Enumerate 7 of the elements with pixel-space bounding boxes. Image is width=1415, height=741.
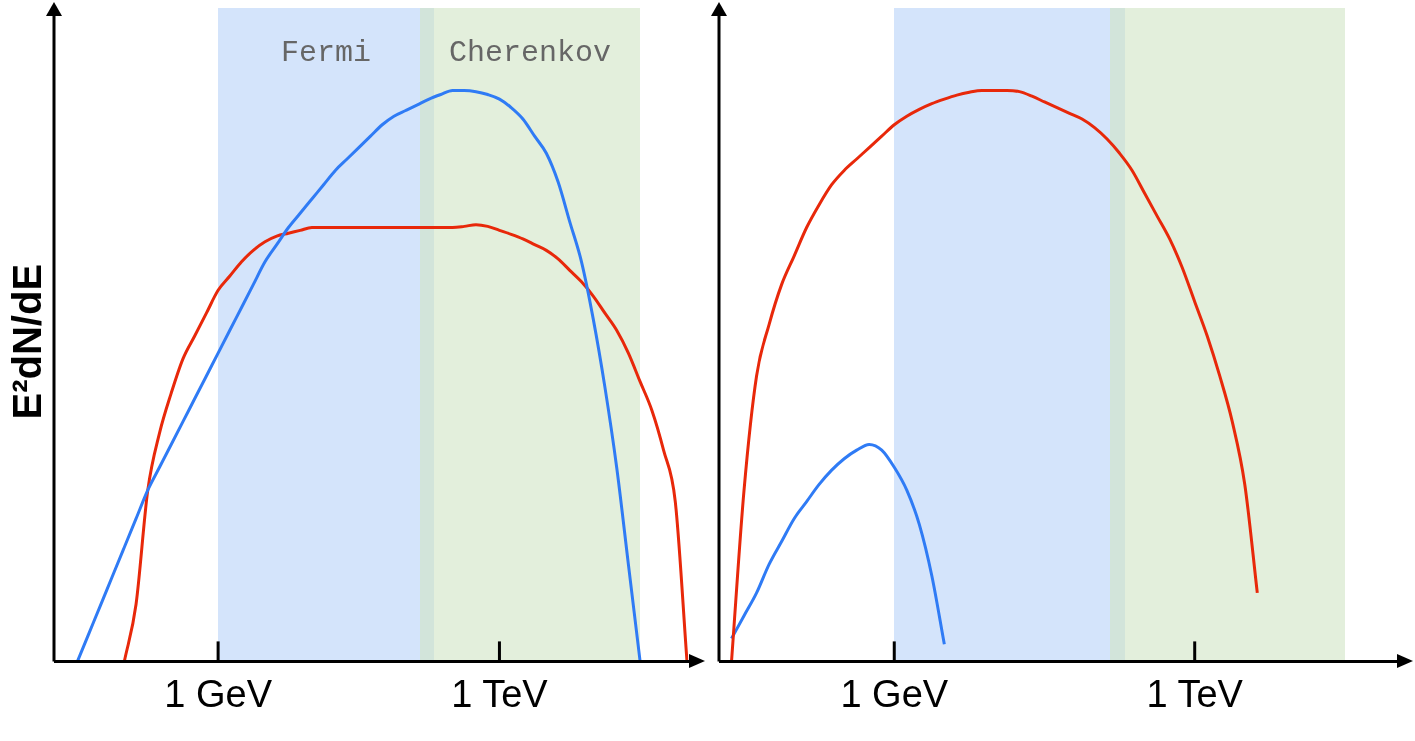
x-tick-label: 1 GeV	[840, 672, 949, 715]
text: Fermi	[280, 36, 371, 70]
x-tick-label: 1 TeV	[1146, 672, 1244, 715]
y-axis-title: E²dN/dE	[5, 263, 50, 420]
x-tick-label: 1 GeV	[164, 672, 273, 715]
text: Cherenkov	[448, 36, 611, 70]
x-tick-label: 1 TeV	[451, 672, 549, 715]
